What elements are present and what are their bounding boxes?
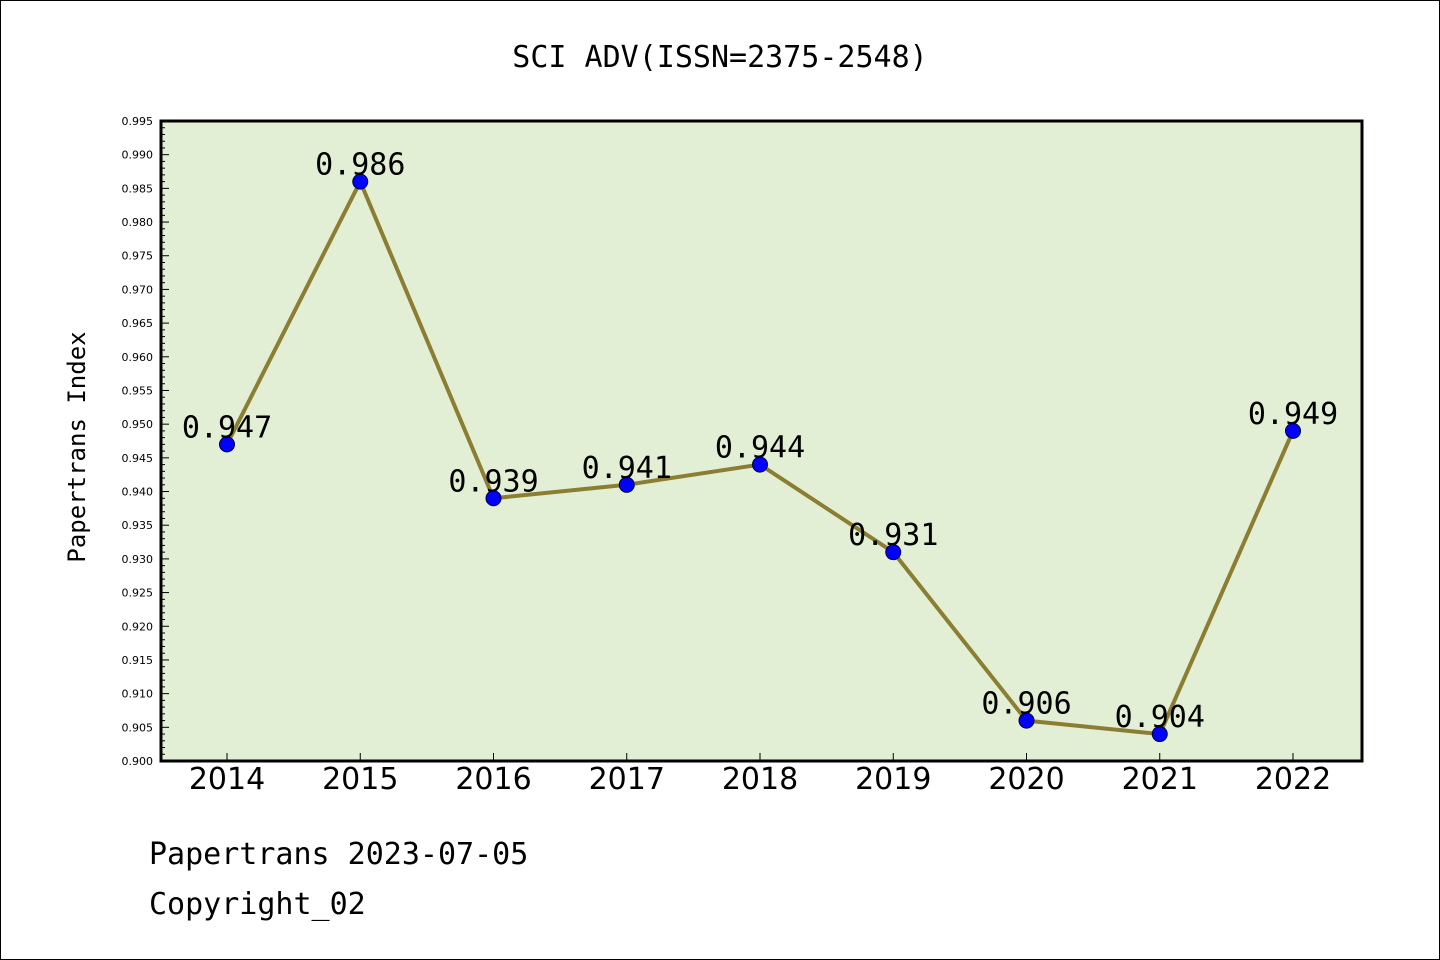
series-line-group <box>219 173 1301 743</box>
y-tick-label: 0.965 <box>122 317 154 330</box>
y-tick-label: 0.925 <box>122 587 154 600</box>
data-label: 0.904 <box>1115 700 1205 735</box>
y-tick-label: 0.900 <box>122 755 154 768</box>
y-tick-label: 0.960 <box>122 351 154 364</box>
y-axis-label: Papertrans Index <box>63 331 91 562</box>
y-tick-label: 0.950 <box>122 418 154 431</box>
x-tick-label: 2019 <box>855 762 931 797</box>
plot-area <box>161 121 1362 761</box>
chart-title: SCI ADV(ISSN=2375-2548) <box>512 40 927 75</box>
x-tick-label: 2016 <box>455 762 531 797</box>
x-tick-label: 2015 <box>322 762 398 797</box>
data-point-marker <box>885 544 902 561</box>
y-axis: 0.900 0.905 0.910 0.915 0.920 0.925 0.930 0.935… <box>122 115 169 768</box>
footer-date-text: Papertrans 2023-07-05 <box>149 837 528 872</box>
data-point-marker <box>1285 422 1301 439</box>
y-tick-label: 0.935 <box>122 519 154 532</box>
y-tick-label: 0.975 <box>122 250 154 263</box>
data-label: 0.906 <box>981 687 1071 722</box>
data-point-marker <box>1018 712 1035 729</box>
data-point-marker <box>1151 726 1168 743</box>
y-tick-label: 0.995 <box>122 115 154 128</box>
y-tick-label: 0.930 <box>122 553 154 566</box>
data-point-marker <box>219 436 235 453</box>
y-tick-label: 0.915 <box>122 654 154 667</box>
data-label: 0.947 <box>182 410 272 445</box>
data-label: 0.944 <box>715 431 805 466</box>
y-tick-label: 0.955 <box>122 384 154 397</box>
y-tick-label: 0.945 <box>122 452 154 465</box>
y-tick-label: 0.970 <box>122 283 154 296</box>
data-point-marker <box>352 173 369 190</box>
plot-frame <box>159 119 1364 763</box>
data-label: 0.931 <box>848 518 938 553</box>
data-label: 0.939 <box>448 464 538 499</box>
data-label: 0.941 <box>582 451 672 486</box>
y-tick-label: 0.905 <box>122 721 154 734</box>
x-tick-label: 2022 <box>1255 762 1331 797</box>
y-tick-label: 0.985 <box>122 182 154 195</box>
data-point-marker <box>752 456 768 473</box>
data-point-marker <box>618 476 635 493</box>
y-tick-label: 0.980 <box>122 216 154 229</box>
data-label: 0.986 <box>315 148 405 183</box>
x-axis: 2014 2015 2016 2017 2018 2019 2020 2021 2022 <box>189 753 1331 797</box>
data-label: 0.949 <box>1248 397 1338 432</box>
y-tick-label: 0.910 <box>122 688 154 701</box>
y-tick-label: 0.990 <box>122 149 154 162</box>
y-tick-label: 0.940 <box>122 486 154 499</box>
x-tick-label: 2014 <box>189 762 265 797</box>
x-tick-label: 2021 <box>1122 762 1198 797</box>
data-point-marker <box>485 490 502 507</box>
x-tick-label: 2017 <box>589 762 665 797</box>
footer-copyright-text: Copyright_02 <box>149 887 366 922</box>
data-labels: 0.947 0.986 0.939 0.941 0.944 0.931 0.906 0.904… <box>182 148 1338 735</box>
x-tick-label: 2018 <box>722 762 798 797</box>
y-tick-label: 0.920 <box>122 620 154 633</box>
x-tick-label: 2020 <box>988 762 1064 797</box>
